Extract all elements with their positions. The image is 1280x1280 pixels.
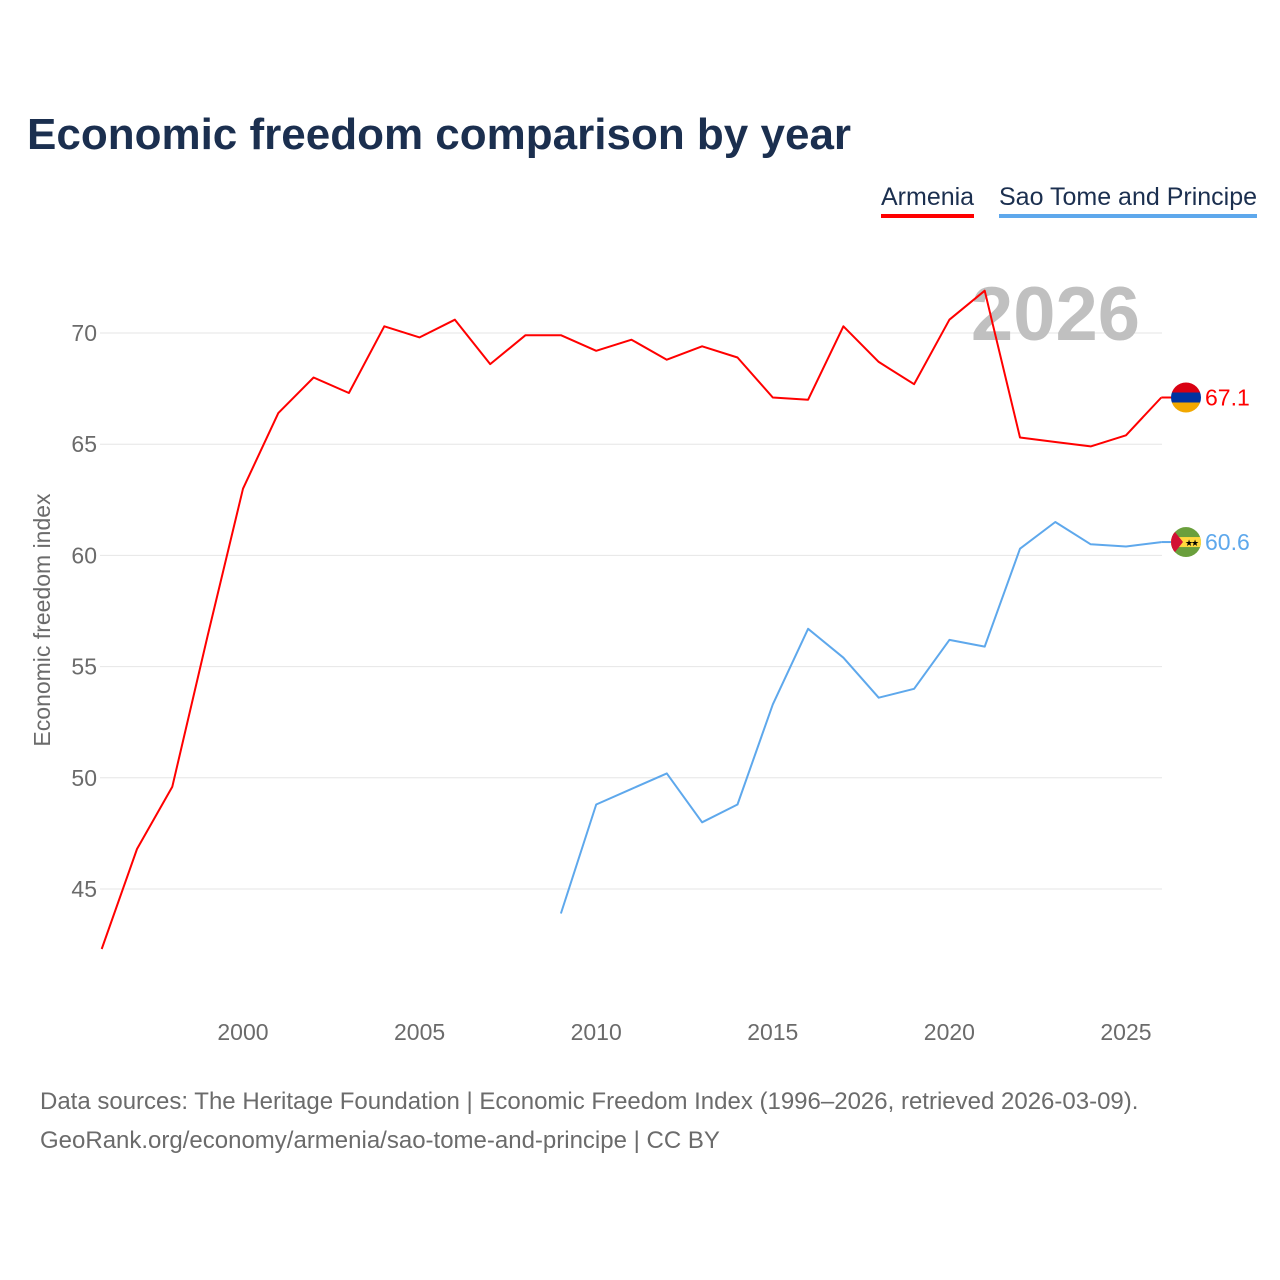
year-watermark: 2026 (971, 272, 1140, 357)
x-tick-label: 2005 (394, 1019, 445, 1045)
flag-sao-tome-and-principe-icon: ★★ (1171, 527, 1201, 558)
x-tick-label: 2015 (747, 1019, 798, 1045)
x-tick-label: 2000 (217, 1019, 268, 1045)
legend-sao-tome-and-principe[interactable]: Sao Tome and Principe (999, 183, 1258, 218)
source-link[interactable]: GeoRank.org/economy/armenia/sao-tome-and… (40, 1127, 720, 1154)
series-line-sao-tome (559, 521, 1162, 914)
chart-title: Economic freedom comparison by year (27, 110, 852, 159)
end-value-label: 60.6 (1205, 529, 1250, 555)
source-note: Data sources: The Heritage Foundation | … (40, 1088, 1139, 1115)
y-tick-label: 45 (71, 876, 97, 902)
y-tick-label: 60 (71, 542, 97, 568)
flag-fill: ★★ (1171, 527, 1201, 558)
y-tick-label: 70 (71, 320, 97, 346)
stripe (1171, 402, 1201, 413)
star: ★ (1191, 538, 1199, 548)
legend-armenia[interactable]: Armenia (881, 183, 975, 218)
stripe (1171, 392, 1201, 403)
end-value-label: 67.1 (1205, 384, 1250, 410)
flag-armenia-icon (1171, 382, 1201, 413)
y-axis-label: Economic freedom index (29, 493, 55, 747)
stripe (1171, 382, 1201, 393)
series-line-armenia (100, 289, 1163, 950)
x-tick-label: 2025 (1100, 1019, 1151, 1045)
x-tick-label: 2020 (924, 1019, 975, 1045)
x-tick-label: 2010 (571, 1019, 622, 1045)
y-tick-label: 50 (71, 765, 97, 791)
star: ★ (1185, 538, 1193, 548)
y-tick-label: 55 (71, 654, 97, 680)
stripe (1171, 537, 1201, 548)
flag-fill (1171, 382, 1201, 413)
y-tick-label: 65 (71, 431, 97, 457)
triangle (1171, 527, 1183, 558)
